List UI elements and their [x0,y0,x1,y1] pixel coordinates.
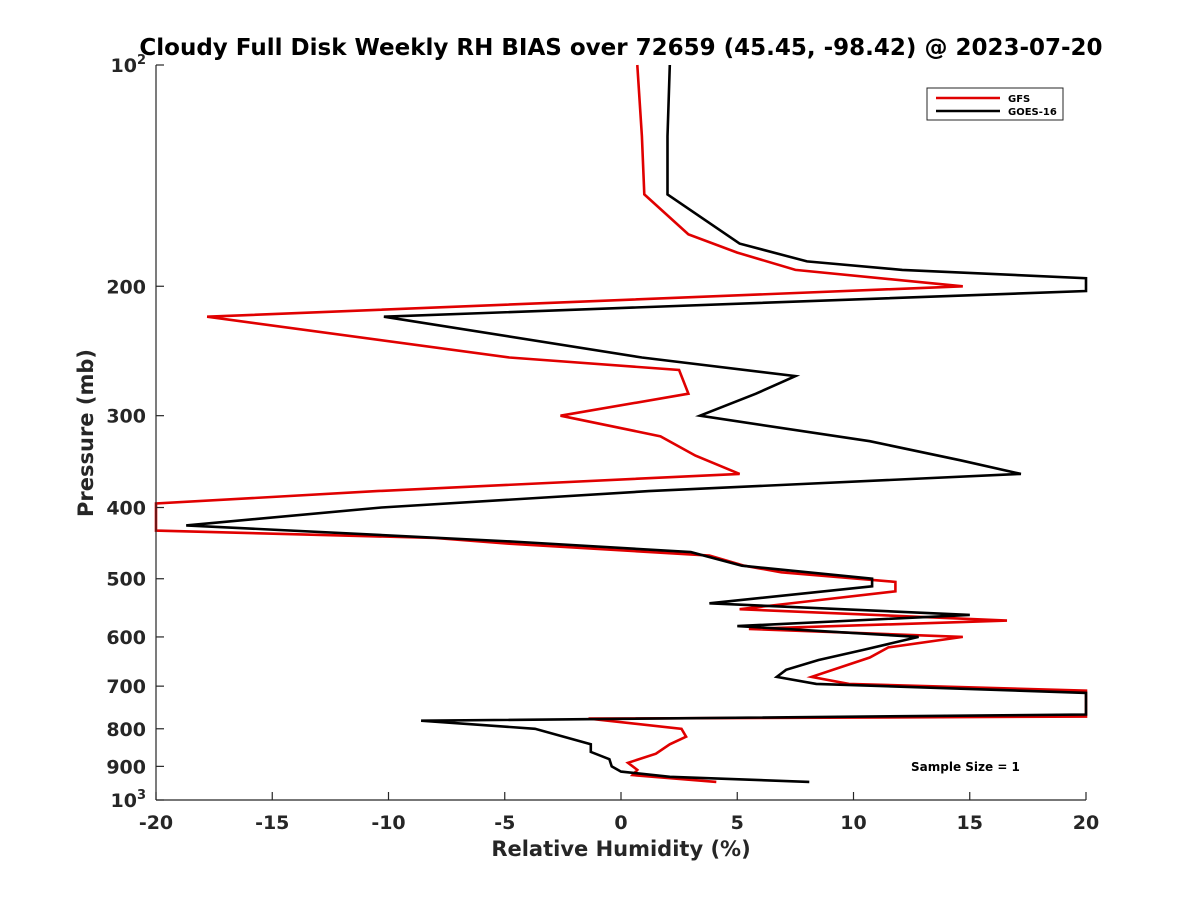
y-tick-label: 700 [106,676,146,698]
x-ticks: -20 -15 -10 -5 0 5 10 15 20 [139,792,1099,834]
x-axis-label: Relative Humidity (%) [491,837,750,861]
y-tick-label: 800 [106,719,146,741]
series-line-gfs [154,64,1088,784]
sample-size-annotation: Sample Size = 1 [911,760,1020,774]
x-tick-label: 5 [731,812,744,834]
legend-box [926,87,1064,121]
series-line-goes16 [186,64,1088,784]
y-tick-label: 600 [106,627,146,649]
x-tick-label: 15 [957,812,983,834]
y-axis-label: Pressure (mb) [74,349,98,517]
legend: GFS GOES-16 [926,87,1064,121]
y-tick-label: 500 [106,569,146,591]
y-tick-label: 900 [106,756,146,778]
x-tick-label: 10 [840,812,866,834]
x-tick-label: 20 [1073,812,1099,834]
y-tick-label: 300 [106,406,146,428]
series-layer [154,64,1088,784]
legend-label-gfs: GFS [1008,94,1030,105]
x-tick-label: -5 [494,812,515,834]
y-tick-label: 200 [106,276,146,298]
y-tick-label: 102 [111,53,147,77]
y-tick-label: 103 [111,788,147,812]
x-tick-label: -15 [255,812,289,834]
x-tick-label: -10 [371,812,405,834]
axes-frame [155,65,1086,801]
x-tick-label: -20 [139,812,173,834]
y-tick-label: 400 [106,498,146,520]
y-ticks: 102 200 300 400 500 600 700 800 900 103 [106,53,164,812]
legend-label-goes16: GOES-16 [1008,107,1057,118]
chart-title: Cloudy Full Disk Weekly RH BIAS over 726… [139,35,1102,61]
x-tick-label: 0 [614,812,627,834]
